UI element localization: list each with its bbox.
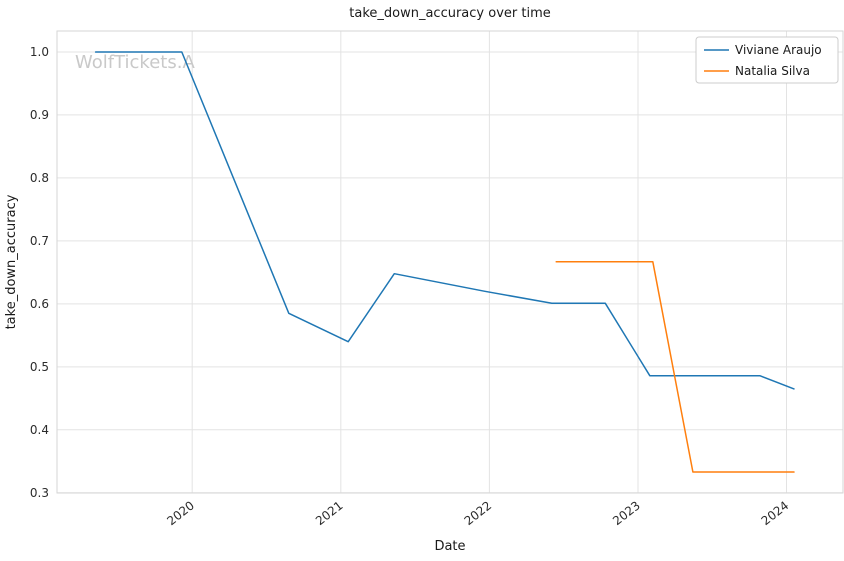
legend-label-1: Natalia Silva	[735, 64, 810, 78]
legend-label-0: Viviane Araujo	[735, 43, 822, 57]
plot-border	[56, 30, 844, 494]
series-layer	[94, 51, 795, 473]
legend: Viviane Araujo Natalia Silva	[695, 36, 839, 84]
legend-box	[695, 36, 839, 84]
y-tick-label: 0.6	[30, 297, 49, 311]
y-axis-label: take_down_accuracy	[4, 194, 19, 329]
x-tick-label: 2023	[610, 498, 643, 528]
y-tick-label: 1.0	[30, 45, 49, 59]
watermark: WolfTickets.A	[75, 52, 195, 73]
x-tick-label: 2020	[164, 498, 197, 528]
x-axis-label: Date	[434, 539, 465, 554]
series-line-viviane-araujo	[94, 51, 795, 390]
y-tick-label: 0.9	[30, 108, 49, 122]
y-tick-label: 0.3	[30, 486, 49, 500]
grid-layer	[56, 30, 844, 494]
plot-area	[57, 31, 843, 493]
series-line-natalia-silva	[555, 260, 795, 473]
x-tick-label: 2021	[313, 498, 346, 528]
y-tick-label: 0.8	[30, 171, 49, 185]
chart-title: take_down_accuracy over time	[349, 6, 550, 21]
x-tick-label: 2022	[462, 498, 495, 528]
y-tick-label: 0.7	[30, 234, 49, 248]
x-tick-label: 2024	[759, 498, 792, 528]
y-tick-label: 0.4	[30, 423, 49, 437]
y-tick-label: 0.5	[30, 360, 49, 374]
